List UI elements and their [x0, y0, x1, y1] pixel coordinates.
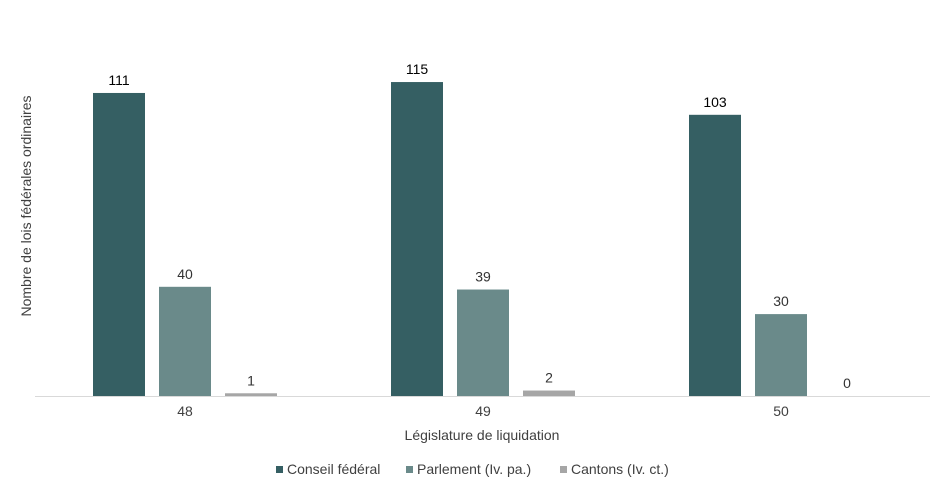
legend-label-series-3: Cantons (Iv. ct.)	[571, 461, 669, 477]
data-label-49-series-3: 2	[545, 370, 553, 386]
bars-group	[93, 82, 807, 397]
x-tick-label-50: 50	[773, 403, 789, 419]
data-label-48-series-1: 111	[108, 72, 129, 88]
bar-49-series-3	[523, 390, 575, 396]
legend-item-series-2: Parlement (Iv. pa.)	[406, 461, 531, 477]
legend-swatch-series-2	[406, 466, 413, 473]
legend-item-series-1: Conseil fédéral	[276, 461, 380, 477]
data-label-50-series-2: 30	[773, 293, 789, 309]
x-tick-label-48: 48	[177, 403, 193, 419]
data-label-50-series-3: 0	[843, 375, 851, 391]
data-label-49-series-2: 39	[475, 269, 491, 285]
legend-label-series-2: Parlement (Iv. pa.)	[417, 461, 531, 477]
bar-48-series-3	[225, 393, 277, 396]
legend-swatch-series-1	[276, 466, 283, 473]
y-axis-title: Nombre de lois fédérales ordinaires	[18, 96, 34, 317]
bar-48-series-1	[93, 92, 145, 396]
bar-50-series-2	[755, 314, 807, 396]
legend: Conseil fédéral Parlement (Iv. pa.) Canton…	[276, 461, 669, 477]
x-axis-title: Législature de liquidation	[405, 427, 560, 443]
bar-50-series-1	[689, 114, 741, 396]
legend-item-series-3: Cantons (Iv. ct.)	[560, 461, 669, 477]
x-tick-labels-group: 48 49 50	[177, 403, 789, 419]
x-tick-label-49: 49	[475, 403, 491, 419]
bar-49-series-2	[457, 289, 509, 396]
data-label-50-series-1: 103	[703, 94, 727, 110]
data-labels-group: 111 40 1 115 39 2 103 30 0	[108, 61, 851, 391]
data-label-49-series-1: 115	[406, 61, 429, 77]
data-label-48-series-2: 40	[177, 266, 193, 282]
bar-49-series-1	[391, 82, 443, 397]
data-label-48-series-3: 1	[247, 372, 255, 388]
legend-swatch-series-3	[560, 466, 567, 473]
legend-label-series-1: Conseil fédéral	[287, 461, 380, 477]
bar-48-series-2	[159, 286, 211, 396]
